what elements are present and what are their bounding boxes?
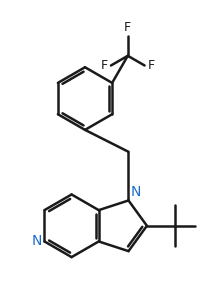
Text: F: F: [148, 59, 155, 72]
Text: N: N: [31, 235, 41, 248]
Text: F: F: [100, 59, 107, 72]
Text: F: F: [124, 21, 131, 34]
Text: N: N: [130, 184, 141, 199]
